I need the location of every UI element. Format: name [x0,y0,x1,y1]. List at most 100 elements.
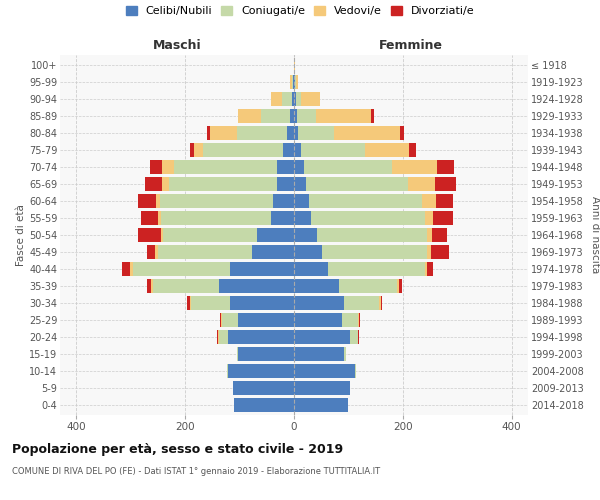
Bar [122,262,130,276]
Bar [222,312,238,327]
Bar [290,109,294,124]
Bar [425,211,433,225]
Bar [294,296,344,310]
Bar [294,126,298,140]
Bar [274,194,294,208]
Bar [432,228,448,242]
Bar [397,278,399,293]
Y-axis label: Fasce di età: Fasce di età [16,204,26,266]
Bar [309,194,422,208]
Bar [425,262,427,276]
Bar [227,364,294,378]
Bar [294,245,322,259]
Bar [294,194,309,208]
Bar [210,126,238,140]
Bar [152,278,219,293]
Bar [433,211,454,225]
Bar [220,330,227,344]
Bar [141,211,158,225]
Bar [409,143,416,158]
Bar [427,245,431,259]
Bar [334,126,400,140]
Bar [190,296,191,310]
Bar [156,194,160,208]
Bar [238,346,294,361]
Bar [251,245,294,259]
Bar [218,330,220,344]
Bar [297,109,316,124]
Bar [138,228,161,242]
Bar [304,160,392,174]
Bar [230,296,294,310]
Text: COMUNE DI RIVA DEL PO (FE) - Dati ISTAT 1° gennaio 2019 - Elaborazione TUTTITALI: COMUNE DI RIVA DEL PO (FE) - Dati ISTAT … [12,468,380,476]
Bar [436,177,456,192]
Bar [161,211,271,225]
Bar [203,143,283,158]
Bar [294,398,349,412]
Bar [296,92,301,106]
Bar [294,143,301,158]
Bar [355,364,356,378]
Bar [220,312,221,327]
Bar [294,278,338,293]
Bar [294,330,350,344]
Bar [294,380,350,395]
Bar [344,346,346,361]
Bar [147,278,151,293]
Bar [283,143,294,158]
Bar [217,330,218,344]
Bar [359,312,360,327]
Text: Femmine: Femmine [379,40,443,52]
Bar [287,126,294,140]
Bar [350,330,358,344]
Bar [219,278,294,293]
Bar [290,75,292,90]
Bar [163,177,169,192]
Bar [158,211,161,225]
Bar [392,160,437,174]
Bar [317,228,427,242]
Bar [238,312,294,327]
Bar [380,296,382,310]
Bar [427,262,433,276]
Bar [294,312,342,327]
Bar [147,245,155,259]
Bar [257,228,294,242]
Bar [328,262,425,276]
Bar [155,245,158,259]
Bar [365,143,409,158]
Bar [437,160,454,174]
Bar [169,177,277,192]
Bar [233,380,294,395]
Bar [238,109,262,124]
Bar [292,75,293,90]
Bar [187,296,190,310]
Bar [301,143,365,158]
Bar [295,75,296,90]
Bar [277,177,294,192]
Bar [422,194,436,208]
Bar [322,245,427,259]
Bar [130,262,133,276]
Bar [238,126,287,140]
Bar [399,278,402,293]
Bar [221,312,222,327]
Legend: Celibi/Nubili, Coniugati/e, Vedovi/e, Divorziati/e: Celibi/Nubili, Coniugati/e, Vedovi/e, Di… [125,6,475,16]
Bar [301,92,320,106]
Bar [427,228,432,242]
Bar [294,109,297,124]
Bar [431,245,449,259]
Bar [342,312,358,327]
Bar [371,109,374,124]
Bar [191,296,230,310]
Bar [262,109,290,124]
Bar [311,211,425,225]
Bar [436,194,454,208]
Bar [237,346,238,361]
Bar [294,228,317,242]
Bar [408,177,436,192]
Bar [145,177,163,192]
Bar [160,194,274,208]
Bar [306,177,408,192]
Bar [227,330,294,344]
